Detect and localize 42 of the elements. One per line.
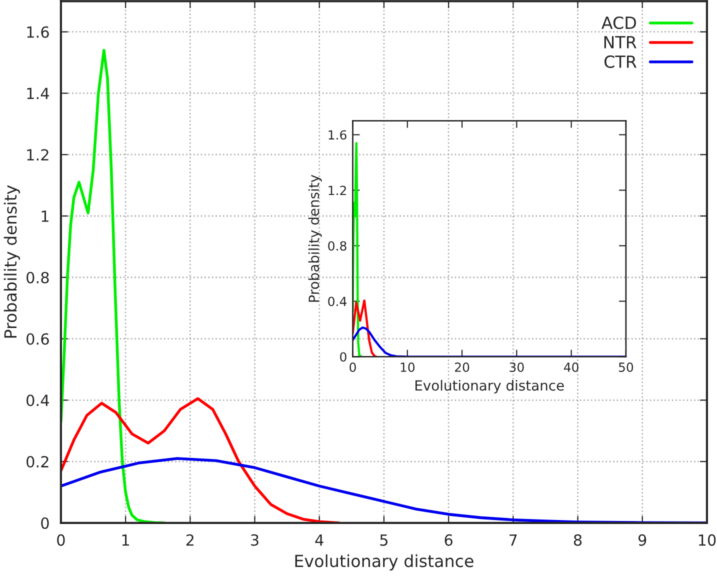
x-tick-label: 10: [400, 362, 415, 372]
y-axis-title: Probability density: [308, 174, 322, 302]
y-tick-label: 0.4: [26, 394, 49, 406]
y-tick-label: 0.8: [26, 272, 49, 284]
x-tick-label: 8: [574, 534, 582, 546]
line-series: [60, 397, 340, 523]
y-tick-label: 0: [340, 352, 346, 362]
y-tick-label: 0.6: [26, 333, 49, 345]
x-tick-label: 1: [122, 534, 129, 546]
y-tick-label: 0.8: [328, 241, 346, 251]
y-tick-label: 1: [42, 210, 48, 222]
x-tick-label: 20: [455, 362, 470, 372]
y-tick-label: 0: [41, 517, 49, 529]
legend-label: ACD: [602, 16, 636, 30]
x-tick-label: 9: [638, 534, 646, 546]
x-tick-label: 30: [510, 362, 524, 372]
x-tick-label: 0: [350, 362, 356, 372]
y-tick-label: 0.2: [26, 456, 48, 468]
line-series: [352, 299, 378, 357]
y-axis-title: Probability density: [4, 185, 20, 338]
x-tick-label: 0: [57, 534, 65, 546]
x-tick-label: 2: [186, 534, 194, 546]
line-series: [352, 142, 363, 357]
y-tick-label: 1.2: [27, 149, 48, 160]
line-series: [60, 48, 166, 523]
legend-label: CTR: [604, 55, 636, 68]
x-axis-title: Evolutionary distance: [295, 554, 474, 570]
x-tick-label: 4: [315, 534, 324, 546]
y-tick-label: 1.6: [27, 26, 49, 38]
x-tick-label: 7: [510, 534, 517, 546]
legend-label: NTR: [604, 36, 636, 48]
y-tick-label: 1.4: [27, 88, 49, 100]
x-tick-label: 5: [380, 534, 388, 546]
y-tick-label: 0.4: [328, 296, 347, 306]
y-tick-label: 1.6: [328, 130, 346, 140]
x-tick-label: 50: [618, 362, 634, 372]
x-axis-title: Evolutionary distance: [415, 380, 564, 394]
x-tick-label: 6: [444, 534, 452, 546]
x-tick-label: 40: [564, 362, 578, 372]
x-tick-label: 10: [698, 534, 716, 546]
y-tick-label: 1.2: [328, 186, 346, 195]
x-tick-label: 3: [251, 534, 258, 546]
